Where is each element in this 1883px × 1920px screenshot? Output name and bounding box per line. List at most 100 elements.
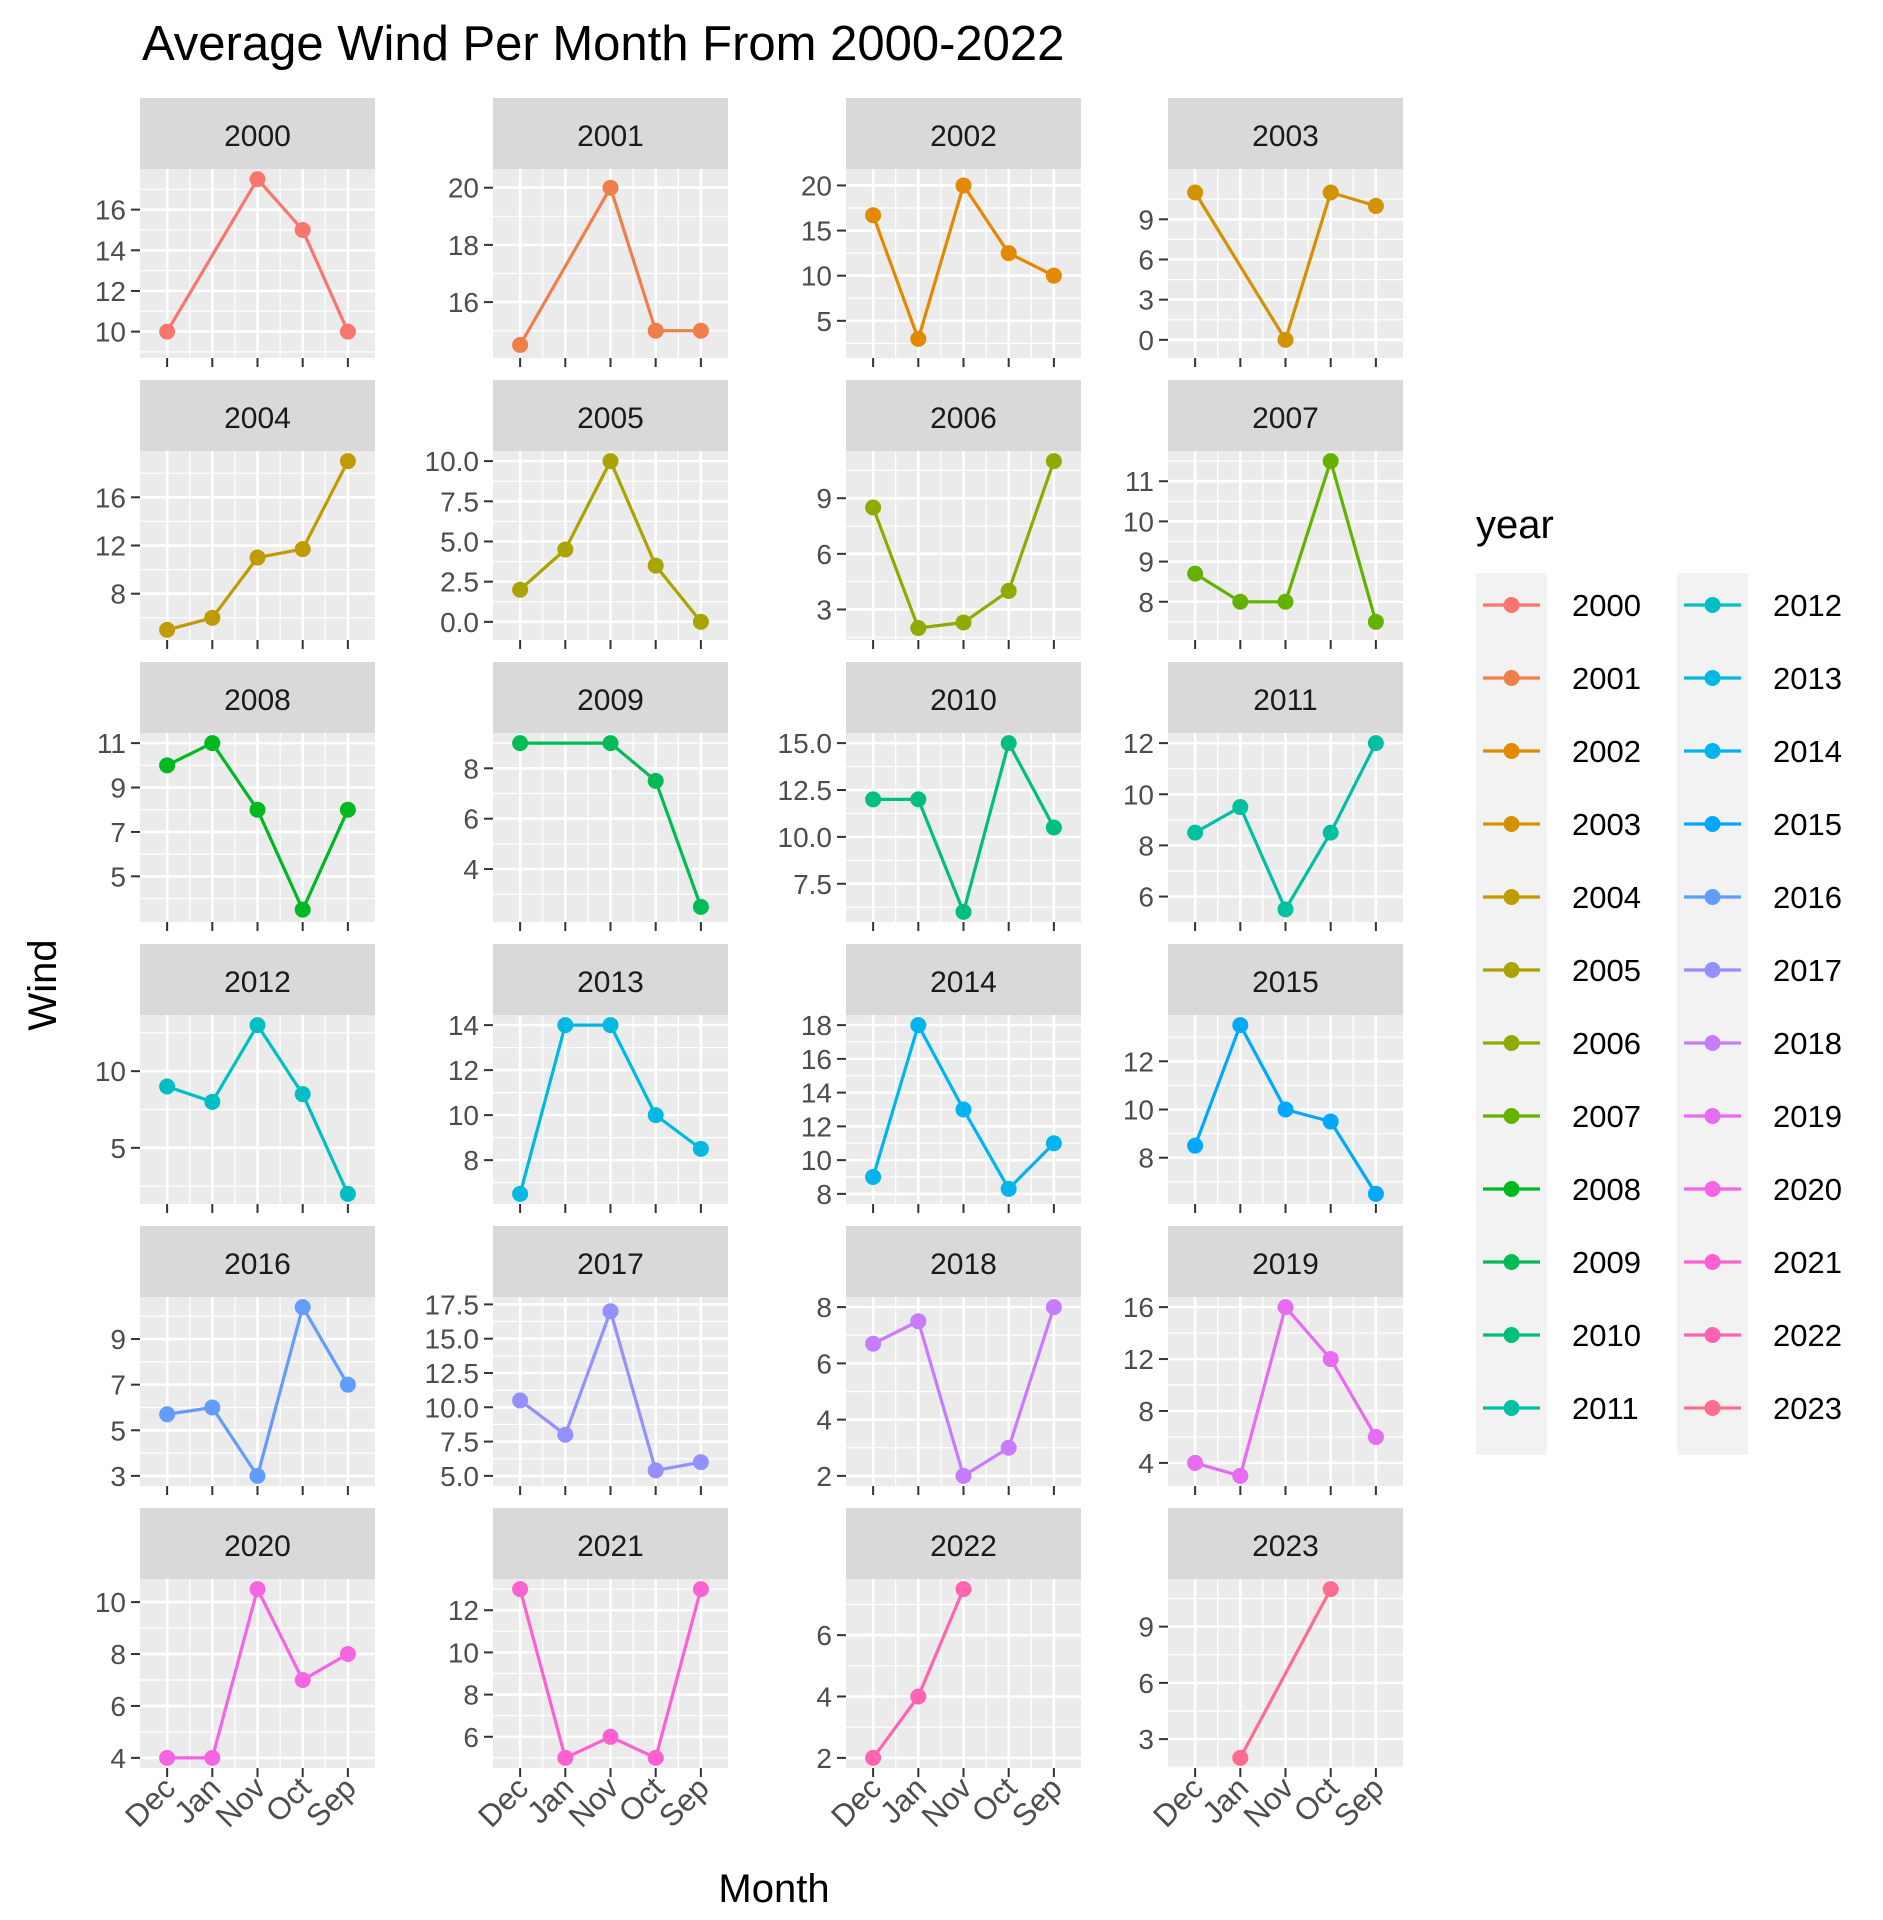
facet-panel: 2002 5 10 15 20: [801, 98, 1081, 367]
strip-label: 2014: [930, 966, 997, 999]
data-point: [602, 453, 619, 470]
y-tick-label: 8: [816, 1292, 832, 1323]
strip-background: [1168, 1226, 1403, 1297]
legend-key-point: [1503, 889, 1520, 905]
legend-key-point: [1704, 1108, 1721, 1124]
legend-label: 2017: [1773, 953, 1842, 988]
y-tick-label: 9: [1138, 204, 1154, 235]
data-point: [557, 1749, 574, 1766]
y-tick-label: 16: [448, 287, 479, 318]
legend-label: 2013: [1773, 661, 1842, 696]
data-point: [159, 323, 176, 340]
data-point: [1367, 613, 1384, 630]
y-tick-label: 10.0: [425, 446, 480, 477]
series-line: [520, 741, 703, 908]
y-tick-label: 15: [801, 216, 832, 247]
facet-panel: 2017 5.07.5 10.012.515.0 17.5: [425, 1226, 728, 1495]
strip-label: 2001: [577, 120, 644, 153]
strip-background: [140, 1508, 375, 1579]
y-tick-label: 17.5: [425, 1289, 480, 1320]
y-tick-label: 12: [1123, 1046, 1154, 1077]
data-point: [512, 735, 529, 752]
y-tick-label: 10: [1123, 506, 1154, 537]
strip-background: [846, 98, 1081, 169]
facet-panel: 2015 8 10 12: [1123, 944, 1403, 1213]
y-tick-label: 10: [1123, 1095, 1154, 1126]
data-point: [249, 1467, 266, 1484]
data-point: [1322, 1351, 1339, 1368]
facet-panels: 2000101214162001161820200251015202003036…: [95, 98, 1403, 1834]
data-point: [865, 1169, 882, 1185]
legend-key-point: [1503, 1327, 1520, 1343]
strip-background: [493, 98, 728, 169]
data-point: [1367, 197, 1384, 214]
legend-key-point: [1704, 743, 1721, 759]
data-point: [955, 1467, 972, 1484]
legend-key-point: [1503, 1254, 1520, 1270]
data-point: [557, 541, 574, 558]
y-tick-label: 8: [816, 1179, 832, 1210]
legend-key-background: [1476, 573, 1547, 1455]
data-point: [692, 322, 709, 339]
legend-label: 2009: [1572, 1245, 1641, 1280]
strip-label: 2010: [930, 684, 997, 717]
strip-background: [493, 662, 728, 733]
strip-background: [140, 1226, 375, 1297]
data-point: [647, 322, 664, 339]
y-tick-label: 3: [110, 1461, 126, 1492]
strip-label: 2015: [1252, 966, 1319, 999]
data-point: [910, 330, 927, 347]
y-tick-label: 10: [801, 261, 832, 292]
y-tick-label: 6: [1138, 244, 1154, 275]
data-point: [159, 621, 176, 638]
data-point: [159, 1406, 176, 1423]
y-tick-label: 12.5: [778, 775, 833, 806]
data-point: [1277, 1299, 1294, 1316]
data-point: [204, 735, 221, 752]
data-point: [602, 735, 619, 752]
data-point: [1045, 819, 1062, 836]
legend-key-point: [1503, 1035, 1520, 1051]
y-tick-label: 11: [97, 728, 126, 759]
facet-panel: 2004 8 12 16: [95, 380, 375, 649]
strip-background: [846, 1226, 1081, 1297]
y-tick-label: 12: [95, 276, 126, 307]
strip-background: [846, 662, 1081, 733]
data-point: [865, 1335, 882, 1352]
y-tick-label: 5: [110, 1133, 126, 1164]
data-point: [955, 1581, 972, 1598]
legend-label: 2016: [1773, 880, 1842, 915]
data-point: [1277, 901, 1294, 918]
y-tick-label: 4: [1138, 1448, 1154, 1479]
strip-background: [1168, 98, 1403, 169]
y-tick-label: 16: [95, 195, 126, 226]
legend-label: 2003: [1572, 807, 1641, 842]
series-line: [165, 177, 350, 333]
legend-key-point: [1704, 597, 1721, 613]
legend-key-point: [1704, 962, 1721, 978]
y-tick-label: 6: [1138, 1668, 1154, 1699]
legend-key-point: [1503, 670, 1520, 686]
y-tick-label: 10: [95, 1056, 126, 1087]
y-tick-label: 12: [95, 531, 126, 562]
strip-label: 2003: [1252, 120, 1319, 153]
data-point: [1000, 735, 1017, 752]
y-tick-label: 6: [816, 539, 832, 570]
y-tick-label: 16: [95, 482, 126, 513]
legend-key-point: [1704, 816, 1721, 832]
legend: year 2000 2001 2002 2003 2004 2005 2006 2007 200…: [1476, 503, 1842, 1455]
y-tick-label: 5: [110, 1415, 126, 1446]
y-tick-label: 10: [95, 317, 126, 348]
facet-panel: 2000 10 12 14 16: [95, 98, 375, 367]
strip-label: 2005: [577, 402, 644, 435]
series-line: [1193, 190, 1377, 342]
strip-background: [140, 662, 375, 733]
strip-label: 2007: [1252, 402, 1319, 435]
strip-label: 2019: [1252, 1248, 1319, 1281]
strip-background: [846, 380, 1081, 451]
data-point: [1045, 1135, 1062, 1152]
legend-key-point: [1503, 743, 1520, 759]
strip-label: 2018: [930, 1248, 997, 1281]
legend-key-point: [1503, 1400, 1520, 1416]
data-point: [204, 1093, 221, 1110]
